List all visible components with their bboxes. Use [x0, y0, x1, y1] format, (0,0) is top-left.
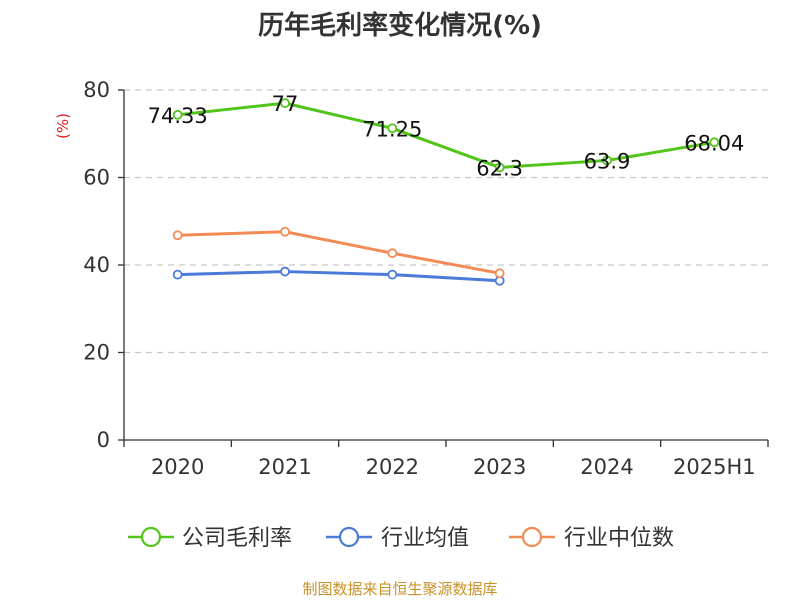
- legend-swatch-marker: [338, 526, 360, 548]
- x-tick-label: 2023: [473, 455, 526, 479]
- data-point-marker: [602, 155, 612, 166]
- data-point-marker: [387, 123, 398, 134]
- data-label: 62.3: [476, 156, 523, 180]
- y-tick-label: 40: [83, 253, 110, 277]
- data-label: 63.9: [584, 149, 631, 173]
- legend-label: 行业中位数: [564, 526, 674, 551]
- data-point-marker: [280, 98, 290, 109]
- legend-item-1: 行业均值: [326, 526, 469, 551]
- data-label: 77: [272, 92, 299, 116]
- data-point-marker: [172, 230, 183, 241]
- data-label: 74.33: [148, 104, 208, 128]
- data-point-marker: [172, 269, 183, 280]
- legend: 公司毛利率 行业均值 行业中位数: [128, 526, 674, 551]
- y-tick-label: 60: [83, 166, 110, 190]
- data-point-marker: [387, 248, 398, 259]
- data-label: 68.04: [684, 131, 744, 155]
- y-tick-label: 80: [83, 78, 110, 102]
- x-tick-label: 2024: [580, 455, 633, 479]
- x-tick-label: 2025H1: [673, 455, 756, 479]
- legend-label: 行业均值: [381, 526, 469, 551]
- data-point-marker: [494, 268, 505, 279]
- axes: 0 20 40 60 80 2020 2021 2022 2023 2024 2025H1: [83, 78, 769, 479]
- y-tick-label: 0: [97, 428, 110, 452]
- data-point-marker: [494, 162, 505, 173]
- data-label: 71.25: [362, 117, 422, 141]
- data-point-marker: [172, 109, 183, 120]
- legend-item-0: 公司毛利率: [128, 526, 292, 551]
- data-point-marker: [280, 226, 290, 237]
- legend-swatch-marker: [140, 526, 162, 548]
- x-tick-label: 2020: [151, 455, 204, 479]
- data-labels: 74.33 77 71.25 62.3 63.9 68.04: [148, 92, 745, 180]
- data-point-marker: [280, 266, 290, 277]
- x-tick-label: 2021: [258, 455, 311, 479]
- data-point-marker: [387, 269, 398, 280]
- data-point-marker: [709, 137, 720, 148]
- legend-label: 公司毛利率: [182, 526, 292, 551]
- y-tick-label: 20: [83, 341, 110, 365]
- source-note: 制图数据来自恒生聚源数据库: [302, 580, 497, 598]
- y-axis-unit-label: (%): [54, 113, 72, 139]
- legend-item-2: 行业中位数: [509, 526, 674, 551]
- series-line-2: [176, 230, 502, 275]
- x-tick-label: 2022: [366, 455, 419, 479]
- chart-title: 历年毛利率变化情况(%): [258, 10, 542, 41]
- series-line-1: [176, 270, 502, 283]
- legend-swatch-marker: [521, 526, 543, 548]
- series-line-0: [176, 101, 716, 169]
- series-lines: [172, 98, 720, 286]
- grid-lines: [124, 89, 768, 354]
